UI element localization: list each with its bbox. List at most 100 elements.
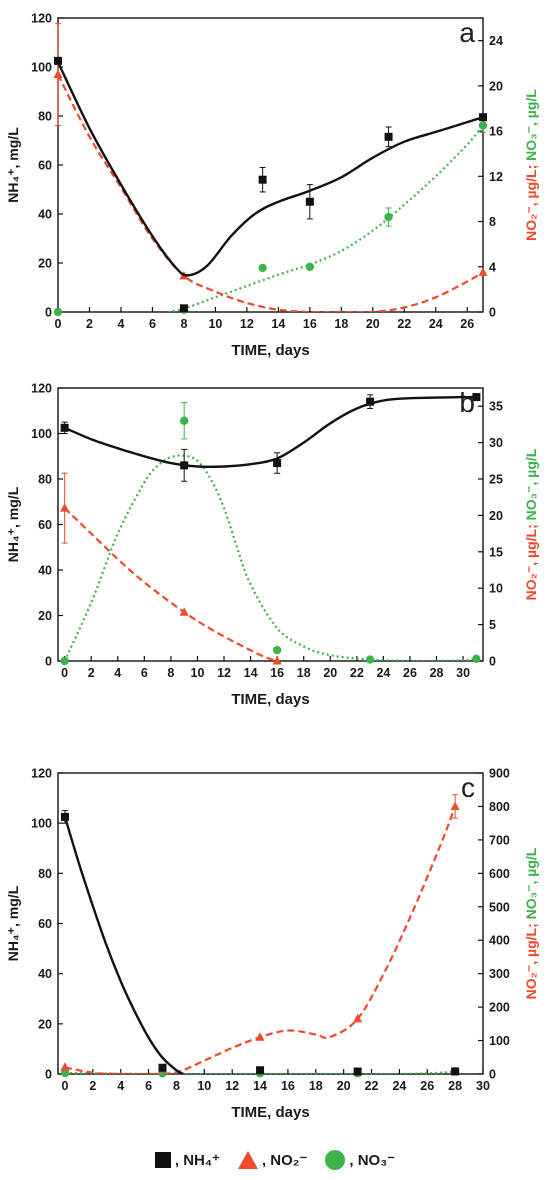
y-right-axis-label: NO₂⁻, µg/L; NO₃⁻, µg/L [523,847,539,999]
x-tick-label: 26 [420,1079,434,1093]
y-right-tick-label: 0 [489,306,496,320]
x-tick-label: 10 [197,1079,211,1093]
series-line-0 [58,61,483,277]
circle-marker-icon [325,1150,346,1170]
legend: , NH₄⁺ , NO₂⁻ , NO₃⁻ [0,1140,550,1180]
data-point-nh4 [366,397,375,406]
y-right-tick-label: 16 [489,125,503,139]
y-right-tick-label: 400 [489,934,510,948]
data-point-no3 [53,307,63,317]
y-right-label-no2: NO₂⁻, µg/L; [523,524,539,600]
y-left-tick-label: 100 [31,427,52,441]
y-left-tick-label: 120 [31,12,52,26]
data-point-nh4 [60,812,69,821]
data-point-no3 [272,645,282,655]
series-line-2 [167,124,483,312]
x-tick-label: 30 [456,666,470,680]
x-tick-label: 16 [270,666,284,680]
x-tick-label: 28 [430,666,444,680]
y-right-tick-label: 25 [489,473,503,487]
y-left-tick-label: 100 [31,61,52,75]
data-point-nh4 [479,113,487,122]
data-point-no2 [53,69,63,79]
panel-a: 0 2 4 6 8 10 12 14 16 18 20 22 24 2602040608010012004… [5,12,539,360]
series-line-0 [63,816,184,1074]
y-left-axis-label: NH₄⁺, mg/L [5,127,21,203]
x-tick-label: 18 [334,317,348,331]
y-left-axis-label: NH₄⁺, mg/L [5,885,21,961]
x-tick-label: 6 [145,1079,152,1093]
data-point-no2 [272,656,282,665]
data-point-nh4 [305,197,314,206]
x-axis-label: TIME, days [231,1104,309,1121]
y-left-tick-label: 20 [38,257,52,271]
x-tick-label: 28 [448,1079,462,1093]
legend-label-no3: , NO₃⁻ [349,1152,396,1169]
figure-canvas: 0 2 4 6 8 10 12 14 16 18 20 22 24 2602040608010012004… [5,12,539,1122]
legend-label-no2: , NO₂⁻ [261,1152,308,1169]
y-right-label-no3: NO₃⁻, µg/L [523,448,539,524]
data-point-nh4 [54,56,62,65]
y-right-tick-label: 5 [489,618,496,632]
series-line-1 [64,806,457,1074]
y-left-tick-label: 100 [31,817,52,831]
y-left-tick-label: 60 [38,917,52,931]
square-marker-icon [154,1152,171,1168]
y-right-tick-label: 30 [489,436,503,450]
x-tick-label: 0 [61,666,68,680]
y-left-tick-label: 80 [38,867,52,881]
x-tick-label: 30 [476,1079,490,1093]
y-right-tick-label: 15 [489,545,503,559]
legend-item-no3: , NO₃⁻ [325,1150,395,1170]
panel-letter: b [459,387,475,418]
x-axis-label: TIME, days [231,691,309,708]
y-left-tick-label: 80 [38,473,52,487]
x-tick-label: 2 [89,1079,96,1093]
y-right-tick-label: 0 [489,1068,496,1082]
data-point-nh4 [60,423,69,432]
data-point-no2 [478,267,488,276]
data-point-nh4 [258,175,267,184]
y-right-tick-label: 35 [489,400,503,414]
data-point-nh4 [472,393,481,402]
x-tick-label: 12 [240,317,254,331]
x-tick-label: 2 [86,317,93,331]
series-line-1 [58,74,483,312]
data-point-no3 [472,654,481,664]
x-tick-label: 6 [141,666,148,680]
x-tick-label: 26 [460,317,474,331]
panel-letter: a [459,17,475,48]
data-point-no2 [353,1013,363,1023]
x-tick-label: 10 [191,666,205,680]
y-right-tick-label: 24 [489,34,503,48]
y-left-tick-label: 0 [45,655,52,669]
data-point-no2 [60,1062,70,1071]
panel-letter: c [461,772,475,803]
y-right-tick-label: 20 [489,509,503,523]
series-line-1 [63,507,278,661]
x-tick-label: 24 [392,1079,406,1093]
y-right-tick-label: 700 [489,833,510,847]
data-point-nh4 [158,1063,167,1072]
y-left-tick-label: 80 [38,110,52,124]
y-right-label-no3: NO₃⁻, µg/L [523,89,539,165]
data-point-nh4 [273,459,282,468]
x-tick-label: 18 [297,666,311,680]
panel-b: 0 2 4 6 8 10 12 14 16 18 20 22 24 26 28 300204060801001… [5,382,539,709]
plot-frame [57,387,484,662]
x-tick-label: 24 [376,666,390,680]
legend-item-nh4: , NH₄⁺ [154,1151,220,1169]
data-point-nh4 [179,304,188,313]
y-right-tick-label: 4 [489,260,496,274]
x-tick-label: 22 [397,317,411,331]
data-point-nh4 [451,1067,460,1076]
y-right-tick-label: 8 [489,215,496,229]
x-tick-label: 22 [365,1079,379,1093]
y-right-tick-label: 100 [489,1034,510,1048]
data-point-no3 [365,655,375,664]
data-point-nh4 [256,1066,265,1075]
x-tick-label: 10 [208,317,222,331]
x-tick-label: 20 [323,666,337,680]
x-tick-label: 20 [337,1079,351,1093]
triangle-marker-icon [237,1151,258,1169]
